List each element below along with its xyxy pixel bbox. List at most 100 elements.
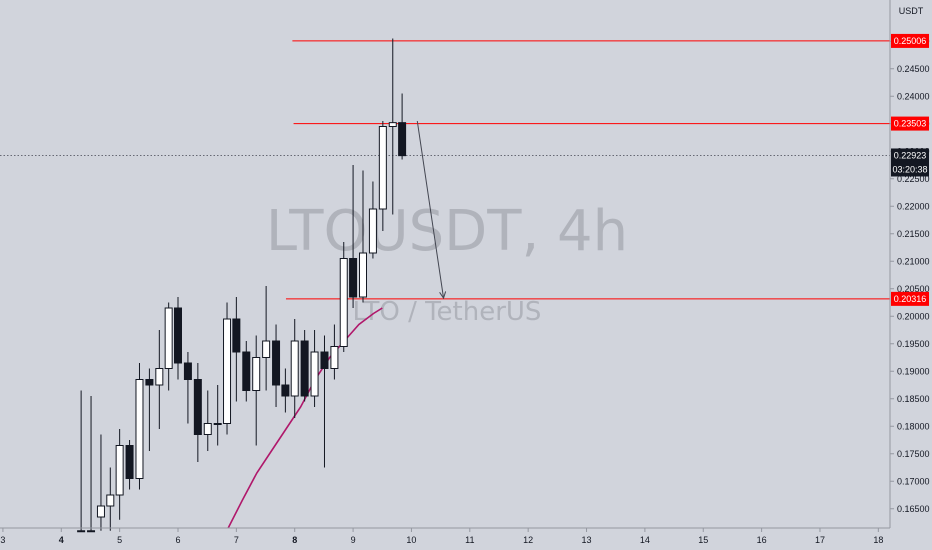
- candle: [106, 467, 115, 531]
- time-tick-label: 10: [406, 535, 416, 545]
- candle: [135, 363, 144, 490]
- candle-body: [359, 252, 368, 298]
- candle-body: [77, 530, 86, 533]
- candle-body: [320, 351, 329, 369]
- price-tick-label: 0.22500: [897, 174, 930, 184]
- candle: [359, 170, 368, 303]
- candle-body: [330, 346, 339, 369]
- candle: [368, 181, 377, 259]
- candle: [125, 440, 134, 490]
- candle: [77, 390, 86, 533]
- price-tick-label: 0.20500: [897, 284, 930, 294]
- candle: [145, 368, 154, 451]
- level-price-label: 0.25006: [894, 36, 927, 46]
- candle-body: [272, 340, 281, 386]
- time-axis[interactable]: 3 4 5 6 7 8 9 10 11 12 13 14 15 16 17 18: [0, 527, 890, 545]
- time-tick-label: 3: [0, 535, 5, 545]
- candle: [339, 242, 348, 352]
- candle: [115, 429, 124, 520]
- time-tick-label: 16: [757, 535, 767, 545]
- price-tick-label: 0.21500: [897, 229, 930, 239]
- candle-body: [223, 318, 232, 424]
- current-price-badge: [891, 148, 929, 177]
- candle-body: [300, 340, 309, 397]
- candle: [203, 390, 212, 451]
- candle: [96, 434, 105, 531]
- candle-body: [106, 494, 115, 507]
- time-tick-label: 13: [582, 535, 592, 545]
- candle: [252, 335, 261, 446]
- candle-body: [135, 379, 144, 479]
- candle-body: [96, 505, 105, 518]
- candle-body: [145, 379, 154, 386]
- level-price-badge: [891, 116, 929, 131]
- time-tick-label: 12: [523, 535, 533, 545]
- watermark-description: LTO / TetherUS: [353, 297, 542, 327]
- annotation-arrow-line: [416, 120, 445, 299]
- time-tick-label: 9: [351, 535, 356, 545]
- time-tick-label: 4: [59, 535, 64, 545]
- candle-body: [378, 126, 387, 210]
- candle: [310, 330, 319, 407]
- current-price-label: 0.22923: [894, 150, 927, 160]
- candle: [281, 368, 290, 413]
- candle: [174, 297, 182, 380]
- level-price-label: 0.20316: [894, 294, 927, 304]
- candle-body: [281, 384, 290, 397]
- currency-label: USDT: [899, 6, 924, 16]
- candle: [320, 335, 329, 468]
- price-tick-label: 0.18500: [897, 394, 930, 404]
- candle: [232, 297, 241, 402]
- candle: [378, 121, 387, 231]
- candle-body: [252, 357, 261, 391]
- candle-body: [349, 258, 358, 298]
- price-tick-label: 0.24500: [897, 64, 930, 74]
- watermark-symbol: LTOUSDT, 4h: [266, 199, 628, 264]
- candle: [193, 363, 202, 462]
- time-tick-label: 18: [873, 535, 883, 545]
- level-price-label: 0.23503: [894, 119, 927, 129]
- price-axis[interactable]: USDT 0.16500 0.17000 0.17500 0.18000 0.18500…: [889, 0, 930, 528]
- time-tick-label: 5: [117, 535, 122, 545]
- price-tick-label: 0.21000: [897, 256, 930, 266]
- candle-body: [125, 445, 134, 479]
- price-tick-label: 0.19000: [897, 366, 930, 376]
- price-tick-label: 0.18000: [897, 421, 930, 431]
- candle-body: [290, 340, 299, 397]
- candle-body: [398, 122, 407, 157]
- candle: [398, 93, 407, 160]
- candle: [164, 302, 173, 391]
- time-tick-label: 6: [175, 535, 180, 545]
- time-tick-label: 14: [640, 535, 650, 545]
- candle-body: [164, 307, 173, 369]
- time-tick-label: 11: [465, 535, 474, 545]
- price-tick-label: 0.19500: [897, 339, 930, 349]
- candle: [242, 341, 251, 402]
- candle-body: [193, 379, 202, 435]
- candle: [349, 165, 358, 308]
- price-tick-label: 0.17000: [897, 476, 930, 486]
- candle-body: [183, 362, 192, 380]
- candle-body: [213, 423, 222, 425]
- candle: [290, 319, 299, 418]
- candle: [223, 302, 232, 435]
- level-price-badge: [891, 291, 929, 306]
- candle-body: [262, 340, 271, 358]
- time-tick-label: 7: [234, 535, 239, 545]
- candle-body: [339, 258, 348, 347]
- candle: [213, 385, 222, 446]
- price-tick-label: 0.22000: [897, 201, 930, 211]
- plot-area[interactable]: [0, 38, 890, 533]
- annotation-arrow-head: [439, 291, 447, 300]
- price-tick-label: 0.17500: [897, 449, 930, 459]
- candle: [300, 330, 309, 402]
- candle: [330, 324, 339, 380]
- candle-body: [87, 530, 96, 533]
- candle-body: [203, 423, 212, 435]
- price-tick-label: 0.24000: [897, 91, 930, 101]
- candle: [87, 396, 96, 533]
- level-price-badge: [891, 33, 929, 48]
- candle-body: [310, 351, 319, 397]
